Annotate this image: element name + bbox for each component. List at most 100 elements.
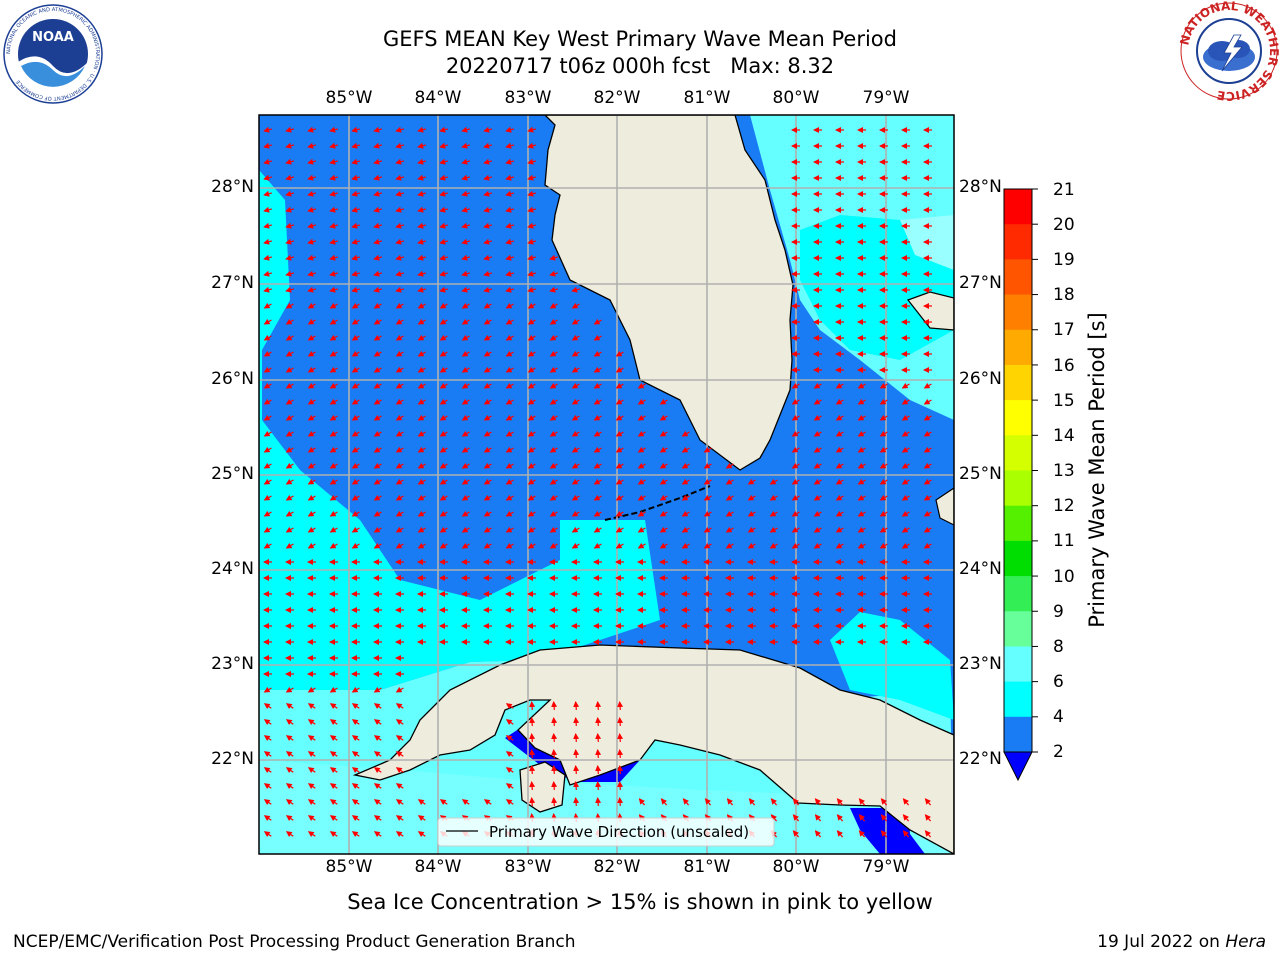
wave-direction-arrow xyxy=(307,510,316,517)
wave-direction-arrow xyxy=(637,494,646,501)
wave-direction-arrow xyxy=(527,382,536,389)
wave-direction-arrow xyxy=(769,494,778,501)
wave-direction-arrow xyxy=(483,158,493,165)
wave-direction-arrow xyxy=(307,686,316,693)
wave-direction-arrow xyxy=(373,206,383,213)
wave-direction-arrow xyxy=(529,701,536,711)
wave-direction-arrow xyxy=(770,798,778,806)
colorbar-segment xyxy=(1004,505,1032,542)
wave-direction-arrow xyxy=(527,206,537,213)
wave-direction-arrow xyxy=(417,831,426,838)
wave-direction-arrow xyxy=(461,398,470,405)
wave-direction-arrow xyxy=(395,126,405,133)
wave-direction-arrow xyxy=(307,254,317,261)
wave-direction-arrow xyxy=(263,767,272,774)
wave-direction-arrow xyxy=(769,542,778,549)
wave-direction-arrow xyxy=(373,686,382,693)
wave-direction-arrow xyxy=(549,462,558,469)
wave-direction-arrow xyxy=(549,494,558,501)
colorbar-tick: 2 xyxy=(1053,742,1064,762)
wave-direction-arrow xyxy=(439,462,448,469)
sea-ice-note: Sea Ice Concentration > 15% is shown in … xyxy=(347,890,933,914)
wave-direction-arrow xyxy=(263,286,273,293)
wave-direction-arrow xyxy=(285,398,294,405)
wave-direction-arrow xyxy=(329,686,338,693)
wave-direction-arrow xyxy=(505,510,514,517)
wave-direction-arrow xyxy=(263,815,272,822)
wave-direction-arrow xyxy=(814,798,822,806)
wave-direction-arrow xyxy=(439,222,449,229)
wave-direction-arrow xyxy=(923,542,932,549)
wave-direction-arrow xyxy=(439,542,448,549)
wave-direction-arrow xyxy=(285,270,295,277)
wave-direction-arrow xyxy=(836,830,844,838)
wave-direction-arrow xyxy=(373,542,382,549)
wave-direction-arrow xyxy=(551,749,558,759)
wave-direction-arrow xyxy=(263,382,272,389)
wave-direction-arrow xyxy=(617,717,624,727)
wave-direction-arrow xyxy=(439,478,448,485)
wave-direction-arrow xyxy=(373,783,382,790)
wave-direction-arrow xyxy=(351,158,361,165)
wave-direction-arrow xyxy=(461,510,470,517)
wave-direction-arrow xyxy=(571,302,580,309)
wave-direction-arrow xyxy=(285,799,294,806)
wave-direction-arrow xyxy=(615,462,624,469)
colorbar-segment xyxy=(1004,435,1032,471)
wave-direction-arrow xyxy=(857,382,866,389)
wave-direction-arrow xyxy=(483,414,492,421)
wave-direction-arrow xyxy=(307,126,317,133)
wave-direction-arrow xyxy=(373,526,382,533)
wave-direction-arrow xyxy=(373,254,383,261)
wave-direction-arrow xyxy=(351,254,361,261)
wave-direction-arrow xyxy=(813,542,822,549)
wave-direction-arrow xyxy=(593,414,602,421)
wave-direction-arrow xyxy=(703,494,712,501)
wave-direction-arrow xyxy=(615,478,624,485)
wave-direction-arrow xyxy=(307,799,316,806)
wave-direction-arrow xyxy=(417,430,426,437)
wave-direction-arrow xyxy=(527,254,537,261)
wave-direction-arrow xyxy=(373,398,382,405)
wave-direction-arrow xyxy=(285,510,294,517)
wave-direction-arrow xyxy=(571,414,580,421)
wave-direction-arrow xyxy=(285,767,294,774)
wave-direction-arrow xyxy=(351,478,360,485)
wave-direction-arrows xyxy=(263,126,932,839)
wave-direction-arrow xyxy=(461,158,471,165)
colorbar-segment xyxy=(1004,611,1032,647)
wave-direction-arrow xyxy=(813,430,822,437)
wave-direction-arrow xyxy=(573,717,580,727)
wave-direction-arrow xyxy=(573,749,580,759)
wave-direction-arrow xyxy=(747,510,756,517)
wave-direction-arrow xyxy=(285,190,295,197)
wave-direction-arrow xyxy=(483,142,493,149)
wave-direction-arrow xyxy=(395,190,405,197)
wave-direction-arrow xyxy=(263,799,272,806)
wave-direction-arrow xyxy=(901,510,910,517)
wave-direction-arrow xyxy=(373,286,383,293)
wave-direction-arrow xyxy=(285,751,294,758)
wave-direction-arrow xyxy=(395,414,404,421)
wave-direction-arrow xyxy=(329,302,338,309)
colorbar-segment xyxy=(1004,576,1032,612)
wave-direction-arrow xyxy=(439,142,449,149)
wave-direction-arrow xyxy=(549,302,558,309)
wave-direction-arrow xyxy=(461,142,471,149)
wave-direction-arrow xyxy=(395,799,404,806)
wave-direction-arrow xyxy=(483,366,492,373)
wave-direction-arrow xyxy=(813,478,822,485)
wave-direction-arrow xyxy=(923,430,932,437)
wave-direction-arrow xyxy=(527,542,536,549)
wave-direction-arrow xyxy=(571,430,580,437)
wave-direction-arrow xyxy=(285,222,295,229)
wave-direction-arrow xyxy=(901,414,910,421)
wave-direction-arrow xyxy=(417,510,426,517)
wave-direction-arrow xyxy=(417,414,426,421)
wave-direction-arrow xyxy=(307,222,317,229)
wave-direction-arrow xyxy=(395,174,405,181)
wave-direction-arrow xyxy=(835,414,844,421)
wave-direction-arrow xyxy=(902,798,910,806)
lat-label-right: 23°N xyxy=(959,654,1002,674)
wave-direction-arrow xyxy=(527,510,536,517)
